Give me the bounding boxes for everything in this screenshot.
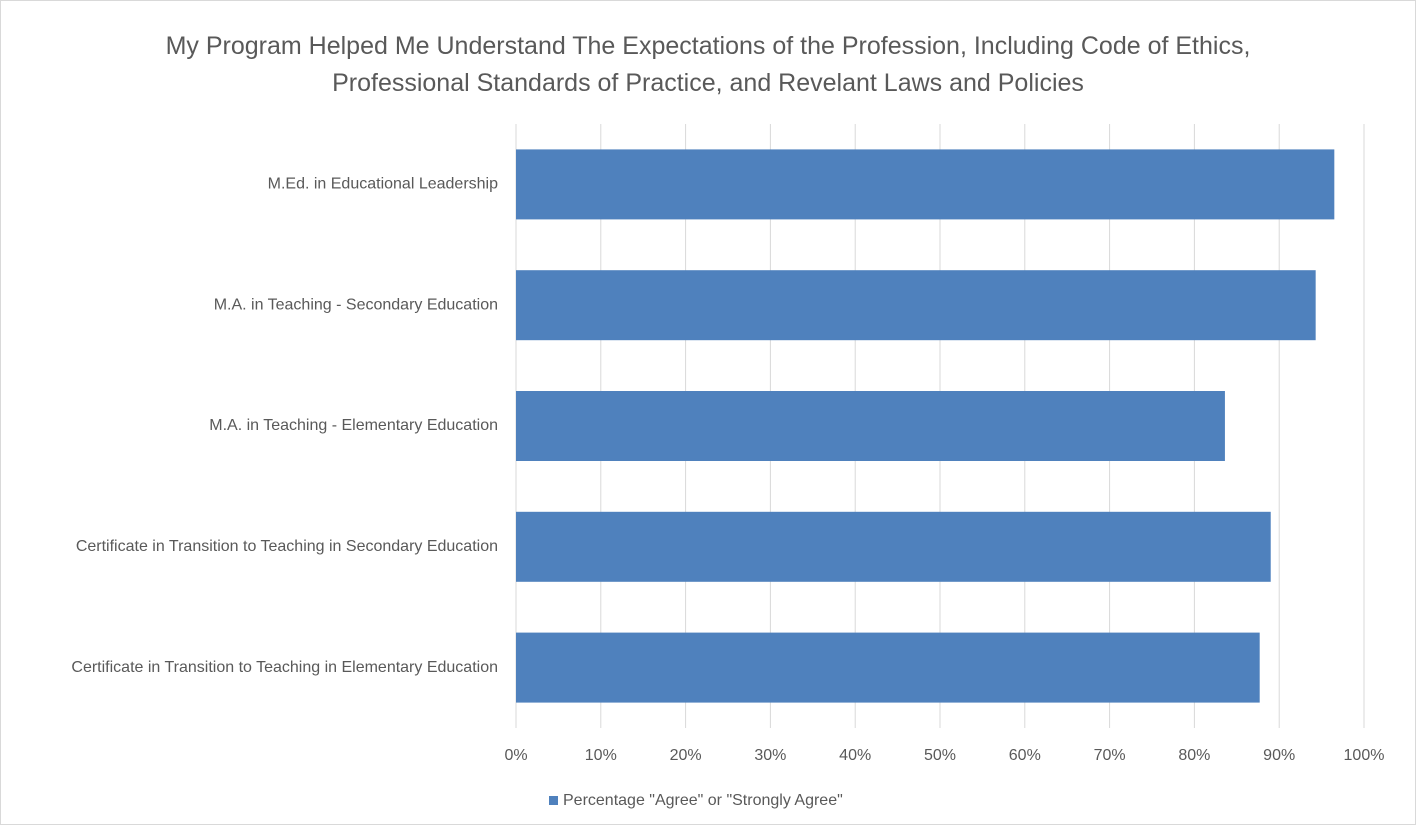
y-tick-label: M.A. in Teaching - Elementary Education	[209, 417, 498, 434]
x-tick-label: 80%	[1178, 747, 1210, 764]
legend-label: Percentage "Agree" or "Strongly Agree"	[563, 792, 843, 809]
chart-title: My Program Helped Me Understand The Expe…	[165, 32, 1251, 97]
x-tick-label: 70%	[1094, 747, 1126, 764]
bar	[516, 632, 1260, 703]
x-tick-label: 60%	[1009, 747, 1041, 764]
y-tick-label: M.Ed. in Educational Leadership	[268, 176, 498, 193]
y-tick-label: M.A. in Teaching - Secondary Education	[214, 296, 498, 313]
bar	[516, 511, 1271, 582]
x-tick-label: 90%	[1263, 747, 1295, 764]
x-tick-label: 20%	[670, 747, 702, 764]
x-tick-label: 0%	[504, 747, 527, 764]
legend-swatch	[549, 796, 558, 805]
y-tick-label: Certificate in Transition to Teaching in…	[71, 659, 498, 676]
x-tick-label: 40%	[839, 747, 871, 764]
bar	[516, 149, 1335, 220]
bar	[516, 391, 1225, 461]
x-tick-label: 30%	[754, 747, 786, 764]
x-tick-label: 100%	[1344, 747, 1385, 764]
x-tick-label: 50%	[924, 747, 956, 764]
x-tick-label: 10%	[585, 747, 617, 764]
y-tick-label: Certificate in Transition to Teaching in…	[76, 538, 498, 555]
bar	[516, 270, 1316, 341]
